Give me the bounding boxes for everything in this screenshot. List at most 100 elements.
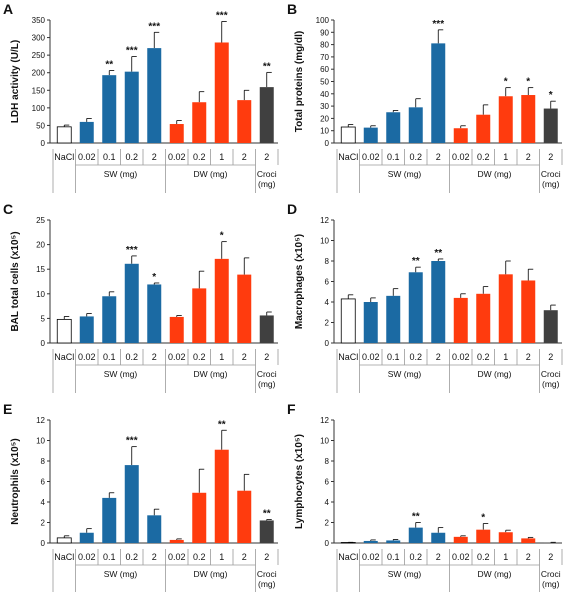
x-category-label: 0.2 [193, 352, 206, 362]
y-tick-label: 40 [320, 90, 329, 99]
y-tick-label: 0 [325, 539, 330, 548]
y-tick-label: 0 [41, 339, 46, 348]
group-label-dw: DW (mg) [194, 369, 228, 379]
bar [237, 100, 252, 143]
x-category-label: 0.02 [452, 552, 470, 562]
bar [543, 108, 558, 143]
bar [408, 527, 423, 543]
bar [102, 75, 117, 143]
x-category-label: NaCl [338, 552, 358, 562]
bar [124, 263, 139, 343]
x-category-label: 2 [436, 152, 441, 162]
y-tick-label: 90 [320, 28, 329, 37]
x-category-label: 0.02 [452, 352, 470, 362]
bar [147, 48, 162, 143]
bar [386, 112, 401, 143]
y-axis-label: Total proteins (mg/dl) [294, 31, 305, 132]
significance-marker: ** [263, 61, 271, 72]
x-category-label: 1 [503, 352, 508, 362]
x-category-label: NaCl [54, 552, 74, 562]
x-category-label: 0.2 [125, 152, 138, 162]
x-category-label: 2 [264, 352, 269, 362]
y-axis-label: Neutrophils (x10⁵) [10, 438, 21, 524]
y-tick-label: 0 [41, 139, 46, 148]
group-label-dw: DW (mg) [194, 169, 228, 179]
y-tick-label: 12 [320, 416, 329, 425]
group-label-croci: Croci [257, 169, 277, 179]
panel-letter: A [3, 1, 13, 17]
bar [431, 532, 446, 543]
panel-letter: D [287, 201, 297, 217]
x-category-label: 0.1 [103, 352, 116, 362]
y-tick-label: 6 [325, 478, 330, 487]
x-category-label: 2 [436, 352, 441, 362]
group-label-croci: Croci [541, 569, 561, 579]
y-tick-label: 300 [32, 34, 46, 43]
bar [192, 492, 207, 543]
x-category-label: 2 [242, 152, 247, 162]
y-tick-label: 6 [41, 478, 46, 487]
y-tick-label: 10 [36, 437, 45, 446]
bar [498, 532, 513, 543]
y-tick-label: 250 [32, 51, 46, 60]
y-axis-label: BAL total cells (x10⁵) [10, 231, 21, 331]
chart-panel-a: A LDH activity (U/L) 0 50 100 150 200 250 300 350… [3, 1, 279, 193]
y-tick-label: 0 [325, 139, 330, 148]
significance-marker: ** [412, 512, 420, 523]
bar [431, 261, 446, 343]
bar [147, 284, 162, 343]
y-tick-label: 150 [32, 86, 46, 95]
bar [237, 490, 252, 543]
x-category-label: 0.2 [409, 352, 422, 362]
y-tick-label: 12 [36, 416, 45, 425]
x-category-label: 0.02 [168, 552, 186, 562]
x-category-label: 2 [242, 352, 247, 362]
group-label-croci: Croci [257, 369, 277, 379]
group-label-sw: SW (mg) [388, 569, 422, 579]
x-category-label: 0.02 [78, 552, 96, 562]
bar [259, 315, 274, 343]
bar [124, 71, 139, 143]
bar [169, 124, 184, 143]
bar [340, 126, 356, 144]
x-category-label: 1 [219, 152, 224, 162]
bar [79, 316, 94, 343]
significance-marker: ** [218, 419, 226, 430]
x-category-label: 2 [548, 352, 553, 362]
bar [259, 520, 274, 543]
y-tick-label: 8 [325, 257, 330, 266]
bar [192, 102, 207, 143]
significance-marker: * [526, 77, 530, 88]
y-tick-label: 350 [32, 16, 46, 25]
x-category-label: 2 [526, 552, 531, 562]
y-tick-label: 50 [36, 121, 45, 130]
y-axis-label: Macrophages (x10⁵) [294, 234, 305, 329]
bar [259, 87, 274, 143]
bar [476, 293, 491, 343]
significance-marker: *** [126, 436, 138, 447]
group-label-croci-unit: (mg) [258, 179, 276, 189]
group-label-sw: SW (mg) [104, 169, 138, 179]
bar [453, 128, 468, 143]
y-tick-label: 6 [325, 278, 330, 287]
bar [340, 542, 356, 544]
bar [476, 114, 491, 143]
bar [124, 465, 139, 543]
significance-marker: ** [263, 508, 271, 519]
significance-marker: *** [216, 10, 228, 21]
y-tick-label: 2 [41, 519, 46, 528]
y-tick-label: 60 [320, 65, 329, 74]
y-tick-label: 20 [320, 114, 329, 123]
significance-marker: ** [412, 256, 420, 267]
bar [521, 538, 536, 543]
x-category-label: 0.02 [362, 152, 380, 162]
bar [56, 318, 72, 344]
y-axis-label: Lymphocytes (x10⁵) [294, 434, 305, 529]
x-category-label: 1 [503, 552, 508, 562]
group-label-dw: DW (mg) [478, 569, 512, 579]
x-category-label: 0.2 [477, 152, 490, 162]
x-category-label: 0.2 [409, 152, 422, 162]
x-category-label: 0.2 [409, 552, 422, 562]
bar [214, 258, 229, 343]
bar [386, 540, 401, 543]
